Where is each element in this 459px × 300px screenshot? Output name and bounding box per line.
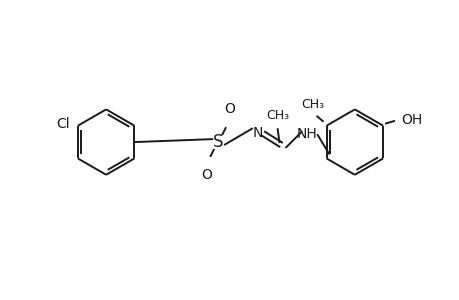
Text: NH: NH [296,127,317,141]
Text: CH₃: CH₃ [301,98,324,111]
Text: Cl: Cl [56,117,70,131]
Text: OH: OH [400,113,421,127]
Text: O: O [200,168,211,182]
Text: N: N [252,126,263,140]
Text: S: S [213,133,223,151]
Text: O: O [224,102,235,116]
Text: CH₃: CH₃ [265,109,289,122]
